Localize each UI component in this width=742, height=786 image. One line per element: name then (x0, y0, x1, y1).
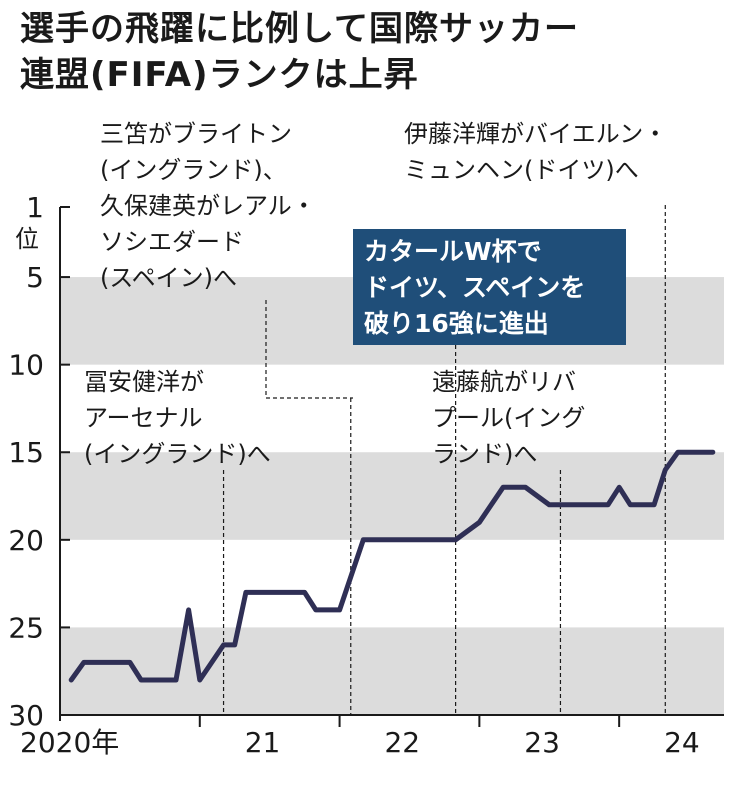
x-tick-label-3: 23 (524, 726, 560, 759)
y-tick-label-10: 10 (8, 349, 44, 382)
annotations: 三笘がブライトン (イングランド)、久保建英がレアル・ソシエダード (スペイン)へ 伊… (84, 120, 667, 468)
rank-series-line (68, 449, 716, 683)
y-tick-label-5: 5 (26, 261, 44, 294)
note-tomiyasu-line-0: 冨安健洋が (84, 368, 204, 396)
band-2 (60, 627, 724, 715)
note-tomiyasu-line-2: (イングランド)へ (84, 440, 271, 468)
x-tick-label-1: 21 (245, 726, 281, 759)
note-worldcup-line-1: ドイツ、スペインを (364, 273, 585, 302)
y-axis-label: 位 (15, 225, 39, 253)
y-tick-label-30: 30 (8, 699, 44, 732)
note-ito-line-0: 伊藤洋輝がバイエルン・ (404, 120, 667, 148)
note-worldcup-line-0: カタールW杯で (364, 237, 542, 266)
note-mitoma-kubo-line-0: 三笘がブライトン (100, 120, 292, 148)
x-tick-label-2: 22 (384, 726, 420, 759)
y-tick-label-25: 25 (8, 611, 44, 644)
event-markers (222, 205, 666, 715)
note-ito-line-1: ミュンヘン(ドイツ)へ (404, 156, 639, 184)
note-tomiyasu-line-1: アーセナル (84, 404, 203, 432)
worldcup-box (353, 229, 626, 345)
note-endo-line-0: 遠藤航がリバ (432, 368, 576, 396)
title-line-1: 選手の飛躍に比例して国際サッカー (20, 9, 579, 49)
note-mitoma-kubo-line-2: 久保建英がレアル・ (100, 192, 316, 220)
note-mitoma-kubo-line-3: ソシエダード (100, 228, 244, 256)
note-mitoma-kubo-line-4: (スペイン)へ (100, 264, 237, 292)
y-tick-label-15: 15 (8, 436, 44, 469)
note-mitoma-kubo-line-1: (イングランド)、 (100, 156, 287, 184)
x-tick-label-0: 2020年 (20, 726, 119, 759)
title-line-2: 連盟(FIFA)ランクは上昇 (20, 55, 419, 95)
x-tick-label-4: 24 (664, 726, 700, 759)
chart-title: 選手の飛躍に比例して国際サッカー 連盟(FIFA)ランクは上昇 (20, 6, 579, 98)
note-endo-line-1: プール(イング (432, 404, 585, 432)
note-worldcup-line-2: 破り16強に進出 (364, 309, 549, 338)
note-endo-line-2: ランド)へ (432, 440, 537, 468)
event-marker-connector (265, 300, 353, 399)
y-tick-label-20: 20 (8, 524, 44, 557)
y-tick-label-1: 1 (26, 191, 44, 224)
